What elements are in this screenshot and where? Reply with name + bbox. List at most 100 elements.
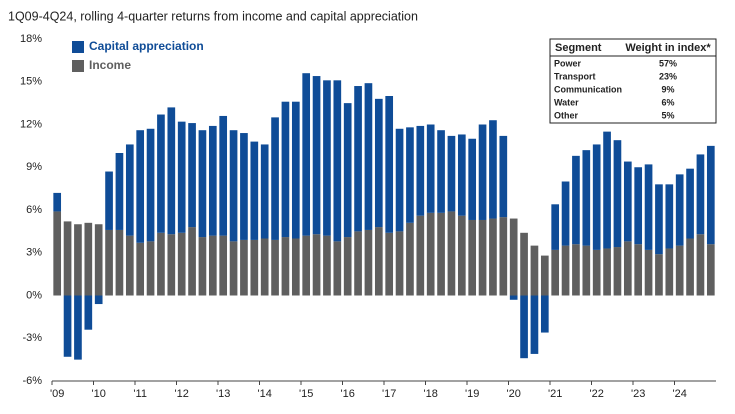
bar-segment (592, 144, 601, 250)
bar-segment (499, 135, 508, 218)
bar-segment (665, 184, 674, 249)
bar-segment (655, 254, 663, 296)
table-cell: Water (554, 97, 579, 107)
table-cell: Transport (554, 71, 596, 81)
bar-segment (540, 295, 549, 333)
bar-segment (323, 235, 331, 296)
bar-segment (478, 219, 487, 296)
bar-segment (250, 239, 259, 296)
bar-segment (561, 181, 570, 246)
bar-segment (364, 229, 373, 296)
bar-segment (333, 80, 342, 242)
bar-segment (177, 232, 186, 296)
bar-segment (198, 130, 207, 238)
bar-segment (686, 238, 694, 296)
bar-segment (457, 215, 466, 296)
x-tick-label: '10 (92, 388, 106, 400)
y-tick-label: -3% (22, 332, 42, 344)
bar-segment (198, 237, 207, 296)
table-header: Weight in index* (625, 42, 711, 54)
bar-segment (146, 128, 155, 242)
bar-segment (644, 164, 653, 250)
bar-segment (74, 224, 82, 296)
x-tick-label: '20 (507, 388, 521, 400)
x-tick-label: '15 (299, 388, 313, 400)
x-tick-label: '21 (548, 388, 562, 400)
bar-segment (457, 134, 466, 216)
table-cell: Power (554, 58, 582, 68)
table-cell: 6% (661, 97, 674, 107)
bar-segment (686, 168, 694, 239)
bar-segment (125, 144, 134, 236)
bar-segment (603, 131, 611, 249)
bar-segment (696, 154, 705, 235)
bar-segment (229, 130, 238, 242)
bar-segment (53, 192, 62, 212)
bar-segment (115, 229, 124, 296)
bar-segment (572, 155, 580, 245)
bar-segment (582, 150, 591, 246)
bar-segment (271, 117, 279, 240)
bar-segment (271, 239, 279, 296)
bar-segment (489, 218, 497, 296)
bar-segment (561, 245, 570, 296)
x-tick-label: '14 (258, 388, 272, 400)
bar-segment (208, 235, 217, 296)
bar-segment (520, 295, 528, 359)
y-tick-label: 6% (26, 204, 42, 216)
bar-segment (208, 125, 217, 236)
bar-segment (551, 204, 560, 250)
bar-segment (146, 241, 155, 296)
bar-segment (291, 238, 300, 296)
x-tick-label: '13 (216, 388, 230, 400)
bar-segment (343, 103, 352, 238)
bar-segment (188, 227, 196, 296)
y-tick-label: 9% (26, 161, 42, 173)
table-box (549, 38, 717, 124)
bar-segment (333, 241, 342, 296)
bar-segment (437, 130, 445, 213)
bar-segment (63, 295, 72, 357)
bar-segment (468, 138, 477, 220)
bar-segment (157, 232, 165, 296)
bar-segment (499, 217, 508, 296)
bar-segment (281, 101, 290, 238)
bar-segment (177, 121, 186, 233)
bar-segment (343, 237, 352, 296)
x-tick-label: '23 (631, 388, 645, 400)
bar-segment (354, 86, 362, 232)
bar-segment (94, 224, 103, 296)
bar-segment (291, 101, 300, 239)
x-tick-label: '22 (590, 388, 604, 400)
bar-segment (395, 231, 404, 296)
legend-label: Income (89, 58, 131, 72)
table-header: Segment (555, 42, 602, 54)
x-tick-label: '18 (424, 388, 438, 400)
bar-segment (603, 248, 611, 296)
x-tick-label: '11 (133, 388, 147, 400)
bar-segment (406, 127, 414, 223)
legend-label: Capital appreciation (89, 39, 204, 53)
bar-segment (406, 222, 414, 296)
bar-segment (136, 242, 145, 296)
bar-segment (354, 231, 362, 296)
bar-segment (706, 244, 715, 296)
bar-segment (260, 238, 269, 296)
bar-segment (675, 174, 684, 246)
y-tick-label: 15% (20, 76, 42, 88)
bar-segment (530, 245, 539, 296)
bar-segment (229, 241, 238, 296)
bar-segment (53, 211, 62, 296)
bar-segment (63, 221, 72, 296)
bar-segment (364, 83, 373, 230)
bar-segment (437, 212, 445, 296)
bar-segment (385, 232, 394, 296)
bar-segment (447, 135, 456, 212)
chart-title: 1Q09-4Q24, rolling 4-quarter returns fro… (8, 9, 418, 23)
bar-segment (706, 145, 715, 245)
legend-swatch (72, 41, 84, 53)
legend-swatch (72, 60, 84, 72)
table-cell: Communication (554, 84, 622, 94)
bar-segment (623, 241, 632, 296)
bar-segment (323, 80, 331, 236)
